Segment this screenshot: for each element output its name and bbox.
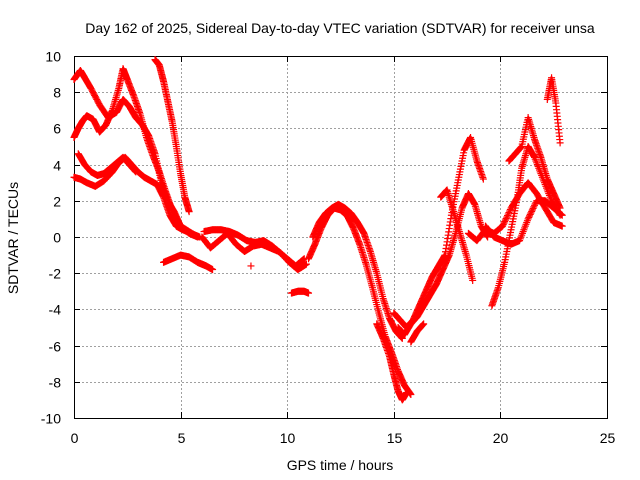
data-points — [70, 56, 566, 404]
x-axis-title: GPS time / hours — [287, 457, 394, 473]
series-track-22 — [505, 114, 564, 212]
data-point — [526, 212, 534, 220]
data-point — [479, 175, 487, 183]
series-track-19 — [464, 179, 566, 245]
data-point — [505, 209, 513, 217]
x-tick-label: 15 — [387, 430, 403, 446]
data-point — [502, 215, 510, 223]
data-point — [209, 266, 217, 274]
data-point — [555, 210, 563, 218]
x-tick-label: 5 — [178, 430, 186, 446]
data-point — [504, 212, 512, 220]
y-tick-label: -10 — [41, 411, 61, 427]
data-point — [526, 210, 534, 218]
series-track-5 — [151, 56, 193, 216]
x-tick-label: 20 — [493, 430, 509, 446]
data-point — [528, 206, 536, 214]
data-point — [504, 210, 512, 218]
data-point — [558, 222, 566, 230]
series-track-14 — [373, 320, 411, 404]
y-tick-label: 8 — [53, 85, 61, 101]
data-point — [420, 320, 428, 328]
y-tick-label: -2 — [49, 266, 62, 282]
series-track-18 — [437, 186, 477, 284]
data-point — [501, 218, 509, 226]
series-track-8 — [200, 226, 310, 274]
data-point — [469, 276, 477, 284]
y-axis-title: SDTVAR / TECUs — [5, 182, 21, 294]
data-point — [528, 207, 536, 215]
series-track-4 — [74, 150, 140, 179]
x-tick-labels: 0 5 10 15 20 25 — [71, 430, 616, 446]
data-point — [556, 139, 564, 147]
data-point — [556, 204, 564, 212]
y-tick-labels: -10 -8 -6 -4 -2 0 2 4 6 8 10 — [41, 49, 61, 427]
data-point — [501, 216, 509, 224]
series-track-21 — [488, 143, 564, 310]
x-tick-label: 25 — [600, 430, 616, 446]
y-tick-label: 10 — [45, 49, 61, 65]
x-tick-label: 0 — [71, 430, 79, 446]
data-point — [302, 260, 310, 268]
y-tick-label: 0 — [53, 230, 61, 246]
series-track-17 — [407, 320, 428, 346]
data-point — [299, 256, 307, 264]
grid — [74, 56, 607, 418]
data-point — [185, 208, 193, 216]
data-point — [403, 389, 411, 397]
data-point — [529, 204, 537, 212]
data-point — [524, 215, 532, 223]
data-point — [132, 168, 140, 176]
series-track-15 — [390, 133, 487, 331]
y-tick-label: -6 — [49, 339, 62, 355]
series-track-10 — [247, 262, 255, 270]
series-track-6 — [160, 251, 206, 268]
data-point — [300, 255, 308, 263]
y-tick-label: 4 — [53, 158, 61, 174]
y-tick-label: 6 — [53, 121, 61, 137]
data-point — [527, 209, 535, 217]
series-track-23 — [543, 74, 564, 147]
data-point — [499, 221, 507, 229]
x-tick-label: 10 — [280, 430, 296, 446]
series-track-9 — [198, 260, 217, 274]
y-tick-label: -8 — [49, 375, 62, 391]
chart-title: Day 162 of 2025, Sidereal Day-to-day VTE… — [85, 20, 595, 36]
axis-ticks — [74, 56, 608, 419]
y-tick-label: 2 — [53, 194, 61, 210]
series-track-13 — [305, 204, 415, 398]
data-point — [525, 213, 533, 221]
series-track-3 — [70, 66, 202, 241]
data-point — [530, 203, 538, 211]
data-point — [499, 222, 507, 230]
data-point — [500, 219, 508, 227]
data-point — [503, 213, 511, 221]
data-point — [531, 201, 539, 209]
y-tick-label: -4 — [49, 302, 62, 318]
data-point — [247, 262, 255, 270]
data-point — [556, 211, 564, 219]
series-track-11 — [287, 287, 313, 297]
data-point — [484, 233, 492, 241]
data-point — [305, 289, 313, 297]
